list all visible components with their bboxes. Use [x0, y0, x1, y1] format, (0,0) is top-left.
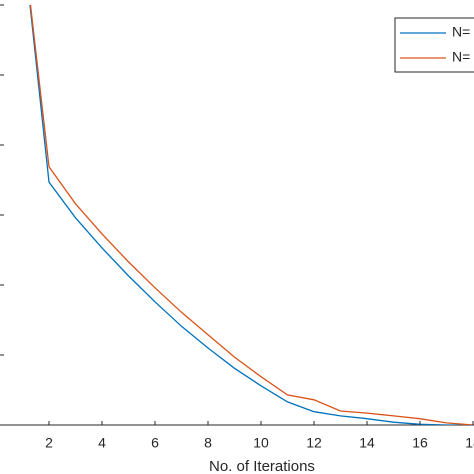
x-axis-label: No. of Iterations — [209, 458, 315, 474]
legend-label: N= — [452, 49, 470, 65]
series-line — [29, 5, 473, 425]
legend: N= N= — [394, 17, 474, 73]
x-tick-label: 14 — [359, 435, 375, 451]
x-tick-label: 6 — [151, 435, 159, 451]
x-tick-label: 16 — [412, 435, 428, 451]
x-tick-label: 8 — [204, 435, 212, 451]
x-tick-label: 10 — [253, 435, 269, 451]
series-line — [29, 5, 474, 425]
x-tick-label: 2 — [45, 435, 53, 451]
x-tick-label: 18 — [465, 435, 474, 451]
x-tick-label: 12 — [306, 435, 322, 451]
legend-box — [394, 17, 474, 73]
plot-area — [29, 5, 474, 425]
x-tick-label: 4 — [98, 435, 106, 451]
legend-label: N= — [452, 24, 470, 40]
